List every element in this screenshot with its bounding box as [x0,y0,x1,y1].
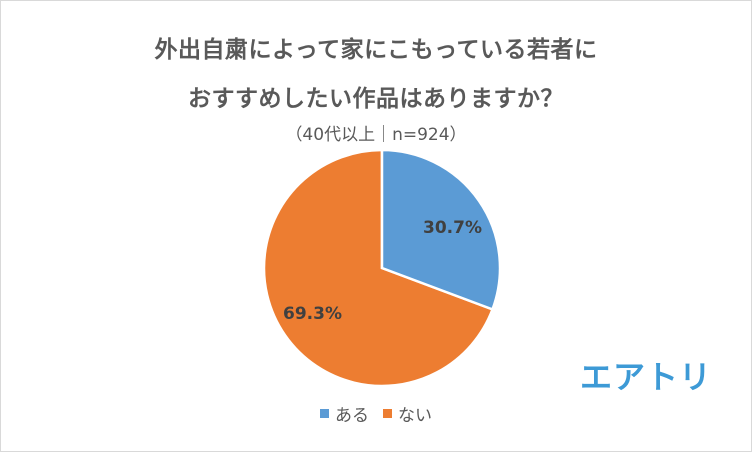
chart-title-line1: 外出自粛によって家にこもっている若者に [154,37,598,63]
chart-legend: ある ない [0,401,752,426]
airtrip-logo: エアトリ [580,358,713,396]
pie-slice-aru [380,148,502,311]
legend-label-nai: ない [398,406,432,426]
data-label-nai: 69.3% [283,304,342,324]
legend-swatch-aru [320,409,329,418]
data-label-aru: 30.7% [423,218,482,238]
legend-label-aru: ある [335,406,369,426]
pie-slice-nai [262,148,495,388]
legend-swatch-nai [383,409,392,418]
legend-item-aru: ある [320,401,369,426]
chart-title-line2: おすすめしたい作品はありますか？ [188,86,564,112]
legend-item-nai: ない [383,401,432,426]
chart-subtitle: （40代以上｜n=924） [285,125,467,145]
